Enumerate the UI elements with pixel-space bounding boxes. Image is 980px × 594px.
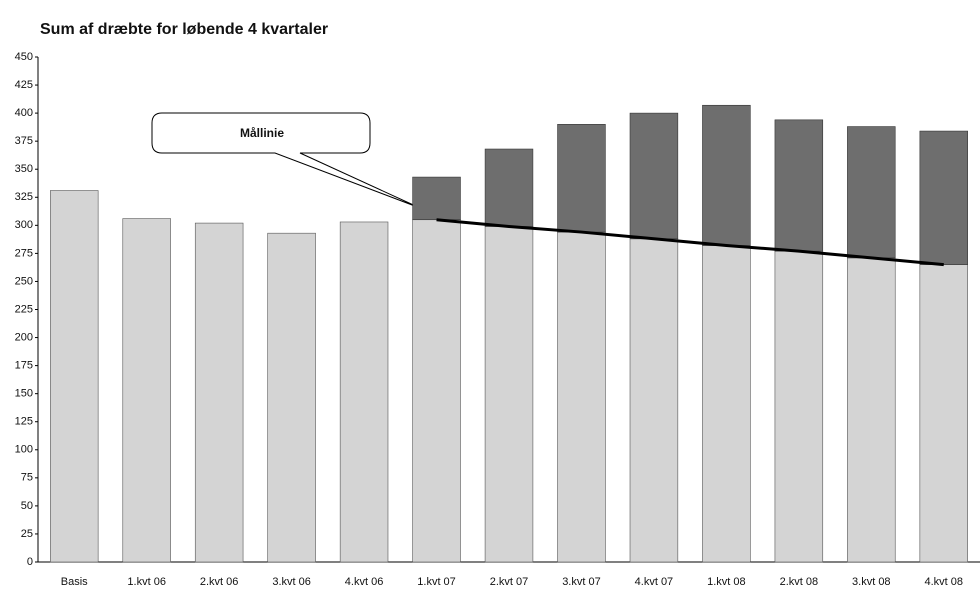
bar-above-target (557, 124, 606, 233)
bar-below-target (702, 245, 751, 563)
y-tick-label: 75 (21, 472, 33, 484)
bar-above-target (629, 112, 679, 240)
bar-below-target (412, 219, 461, 563)
y-tick-label: 175 (15, 360, 33, 372)
bar (339, 221, 389, 563)
y-tick-label: 450 (15, 51, 33, 63)
x-tick-label: Basis (61, 576, 88, 588)
y-tick-label: 250 (15, 275, 33, 287)
x-tick-label: 4.kvt 06 (345, 576, 384, 588)
x-tick-label: 3.kvt 08 (852, 576, 891, 588)
y-tick-label: 125 (15, 416, 33, 428)
bar-below-target (484, 226, 534, 563)
x-tick-label: 4.kvt 08 (925, 576, 964, 588)
x-tick-label: 3.kvt 07 (562, 576, 601, 588)
y-tick-label: 300 (15, 219, 33, 231)
bar-below-target (919, 264, 968, 563)
x-tick-label: 4.kvt 07 (635, 576, 674, 588)
y-tick-label: 100 (15, 444, 33, 456)
y-tick-label: 325 (15, 191, 33, 203)
y-tick-label: 150 (15, 388, 33, 400)
bar-above-target (484, 148, 534, 227)
y-tick-label: 200 (15, 331, 33, 343)
y-tick-label: 425 (15, 79, 33, 91)
bar (122, 218, 171, 563)
y-tick-label: 0 (27, 556, 33, 568)
callout (151, 112, 421, 209)
y-tick-label: 375 (15, 135, 33, 147)
x-tick-label: 1.kvt 07 (417, 576, 456, 588)
bar (267, 232, 316, 563)
bar-below-target (774, 250, 824, 563)
x-tick-label: 1.kvt 06 (127, 576, 166, 588)
bar-above-target (919, 130, 968, 265)
bar-above-target (774, 119, 824, 252)
bar (194, 222, 244, 563)
x-tick-label: 2.kvt 08 (780, 576, 819, 588)
bar-below-target (847, 257, 896, 563)
y-tick-label: 275 (15, 247, 33, 259)
y-tick-label: 225 (15, 303, 33, 315)
x-tick-label: 1.kvt 08 (707, 576, 746, 588)
bar-above-target (412, 176, 461, 221)
y-tick-label: 350 (15, 163, 33, 175)
y-tick-label: 25 (21, 528, 33, 540)
target-label: Mållinie (240, 126, 284, 140)
x-tick-label: 2.kvt 07 (490, 576, 529, 588)
bar (50, 190, 99, 563)
target-line (436, 218, 944, 267)
y-tick-label: 50 (21, 500, 33, 512)
bar-above-target (847, 126, 896, 259)
bar-above-target (702, 104, 751, 246)
y-tick-label: 400 (15, 107, 33, 119)
x-tick-label: 2.kvt 06 (200, 576, 239, 588)
x-tick-label: 3.kvt 06 (272, 576, 311, 588)
bar-below-target (629, 238, 679, 563)
bar-below-target (557, 231, 606, 563)
chart-title: Sum af dræbte for løbende 4 kvartaler (40, 21, 328, 38)
